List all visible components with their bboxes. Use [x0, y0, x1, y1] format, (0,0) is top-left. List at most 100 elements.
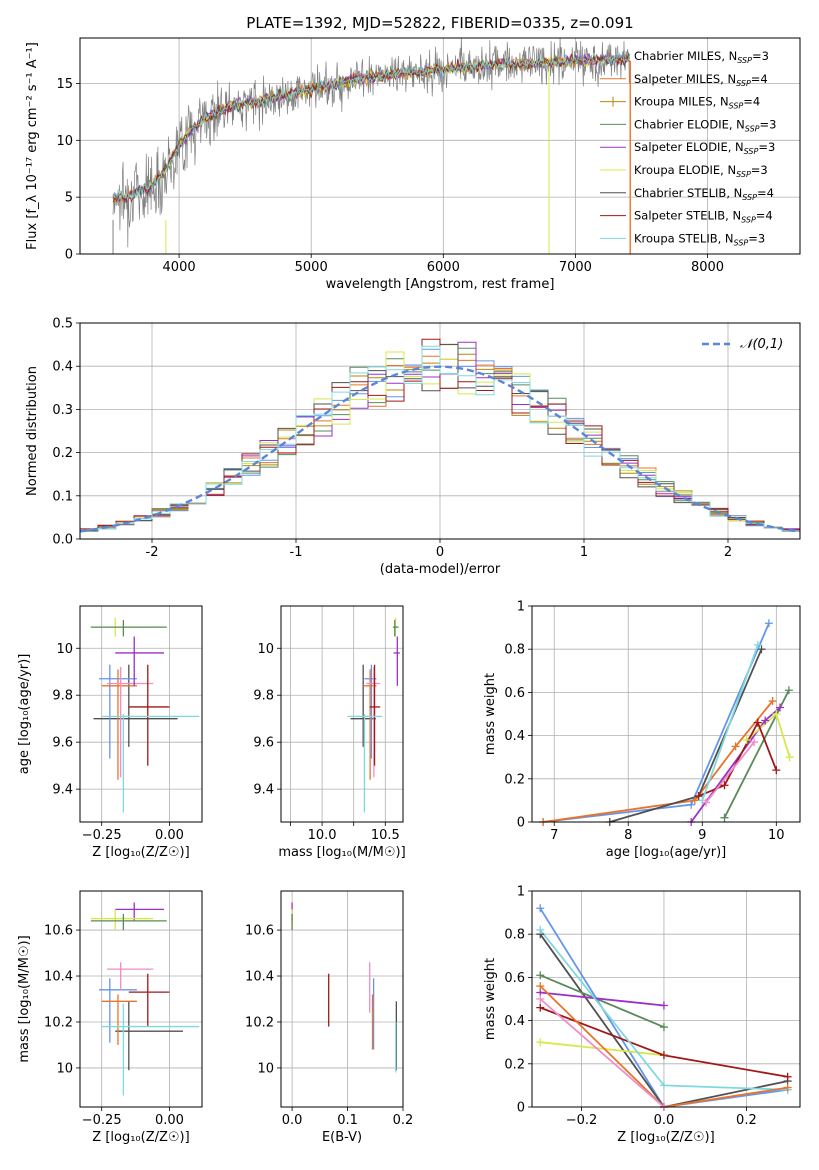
chart-spectrum: 4000 5000 6000 7000 8000 0 5 10 15 wavelength [An…	[25, 37, 801, 292]
y-tick-label: 0.2	[504, 1057, 525, 1072]
y-tick-label: 10	[56, 1061, 73, 1076]
legend-label: Chabrier STELIB, NSSP=4	[634, 186, 774, 202]
y-axis-label: age [log₁₀(age/yr)]	[17, 654, 32, 775]
y-tick-label: 9.8	[253, 689, 274, 704]
x-tick-label: 6000	[427, 260, 460, 275]
weight-line	[542, 622, 770, 822]
weight-line	[540, 991, 664, 1007]
weight-point	[750, 738, 759, 747]
x-tick-label: 0.2	[393, 1113, 414, 1128]
x-axis-label: wavelength [Angstrom, rest frame]	[326, 277, 555, 292]
y-tick-label: 10	[56, 134, 73, 149]
x-tick-label: 8000	[691, 260, 724, 275]
weight-point	[753, 718, 762, 727]
axes-frame	[531, 890, 801, 1108]
x-tick-label: 8	[624, 828, 632, 843]
y-tick-label: 15	[56, 77, 73, 92]
y-tick-label: 9.4	[253, 783, 274, 798]
weight-line	[723, 689, 790, 819]
chart-weight-vs-Z: −0.2 0.0 0.2 0 0.2 0.4 0.6 0.8 1 Z [log₁₀(Z/Z☉)] m…	[483, 885, 801, 1145]
y-tick-label: 0.8	[504, 928, 525, 943]
x-tick-label: −0.25	[82, 828, 122, 843]
weight-point	[659, 1023, 668, 1032]
weight-line	[539, 985, 788, 1107]
y-tick-label: 0.2	[52, 446, 73, 461]
x-tick-label: 10	[768, 828, 785, 843]
weight-point	[785, 753, 794, 762]
y-tick-label: 0.4	[504, 729, 525, 744]
y-axis-label: mass [log₁₀(M/M☉)]	[17, 935, 32, 1062]
legend-label: Kroupa MILES, NSSP=4	[634, 95, 760, 111]
x-tick-label: 0	[436, 545, 444, 560]
y-tick-label: 10.4	[245, 970, 274, 985]
y-tick-label: 10	[257, 642, 274, 657]
legend-label: Chabrier MILES, NSSP=3	[634, 49, 769, 65]
x-tick-label: 9	[698, 828, 706, 843]
chart-age-vs-Z: −0.25 0.00 9.4 9.6 9.8 10 Z [log₁₀(Z/Z☉)] age […	[17, 605, 203, 860]
weight-point	[761, 716, 770, 725]
axes-frame	[79, 890, 203, 1108]
weight-point	[536, 971, 545, 980]
x-tick-label: 0.00	[155, 1113, 184, 1128]
weight-point	[720, 813, 729, 822]
y-tick-label: 0.8	[504, 643, 525, 658]
x-tick-label: 0.2	[736, 1113, 757, 1128]
weight-point	[694, 792, 703, 801]
x-axis-label: age [log₁₀(age/yr)]	[606, 845, 727, 860]
y-tick-label: 9.4	[52, 783, 73, 798]
weight-point	[757, 645, 766, 654]
weight-line	[705, 741, 755, 804]
y-tick-label: 0	[517, 816, 525, 831]
weight-point	[701, 798, 710, 807]
chart-weight-vs-age: 7 8 9 10 0 0.2 0.4 0.6 0.8 1 age [log₁₀(age/yr)] ma…	[483, 600, 801, 860]
weight-line	[540, 1041, 664, 1057]
weight-point	[536, 904, 545, 913]
weight-line	[539, 974, 665, 1028]
x-axis-label: mass [log₁₀(M/M☉)]	[278, 845, 405, 860]
weight-line	[539, 998, 665, 1107]
weight-point	[659, 1081, 668, 1090]
x-tick-label: 7000	[559, 260, 592, 275]
x-tick-label: 10.5	[371, 828, 400, 843]
weight-point	[536, 995, 545, 1003]
y-tick-label: 0	[517, 1101, 525, 1116]
histogram-step	[80, 345, 800, 532]
axes-frame	[280, 605, 404, 823]
legend-label: Salpeter MILES, NSSP=4	[634, 72, 768, 88]
weight-line	[539, 907, 788, 1107]
plot-area	[532, 606, 800, 822]
legend-label: Kroupa STELIB, NSSP=3	[634, 231, 765, 247]
plot-area	[281, 606, 403, 822]
axes-frame	[79, 37, 801, 255]
weight-point	[772, 710, 781, 718]
weight-point	[731, 742, 740, 751]
y-tick-label: 0	[65, 248, 73, 263]
legend-label: Chabrier ELODIE, NSSP=3	[634, 117, 776, 133]
x-tick-label: -2	[146, 545, 159, 560]
plot-area	[281, 891, 403, 1107]
y-tick-label: 9.6	[253, 736, 274, 751]
y-tick-label: 9.6	[52, 736, 73, 751]
legend-label: Salpeter ELODIE, NSSP=3	[634, 140, 775, 156]
y-axis-label: mass weight	[483, 958, 498, 1040]
weight-point	[776, 703, 785, 712]
x-axis-label: E(B-V)	[322, 1130, 362, 1145]
y-tick-label: 0.4	[504, 1014, 525, 1029]
y-tick-label: 10.2	[44, 1015, 73, 1030]
weight-point	[536, 925, 545, 934]
legend-label: 𝒩(0,1)	[740, 337, 783, 352]
weight-line	[698, 720, 778, 797]
weight-point	[536, 1038, 545, 1047]
y-tick-label: 0.3	[52, 403, 73, 418]
x-tick-label: 4000	[163, 260, 196, 275]
normal-curve	[80, 365, 800, 533]
x-axis-label: Z [log₁₀(Z/Z☉)]	[92, 1130, 189, 1145]
y-tick-label: 1	[517, 600, 525, 615]
weight-point	[783, 1083, 792, 1092]
x-tick-label: 0.0	[654, 1113, 675, 1128]
x-tick-label: 0.1	[337, 1113, 358, 1128]
y-tick-label: 5	[65, 191, 73, 206]
y-tick-label: 10.6	[44, 924, 73, 939]
y-tick-label: 0.2	[504, 772, 525, 787]
axes-frame	[531, 605, 801, 823]
